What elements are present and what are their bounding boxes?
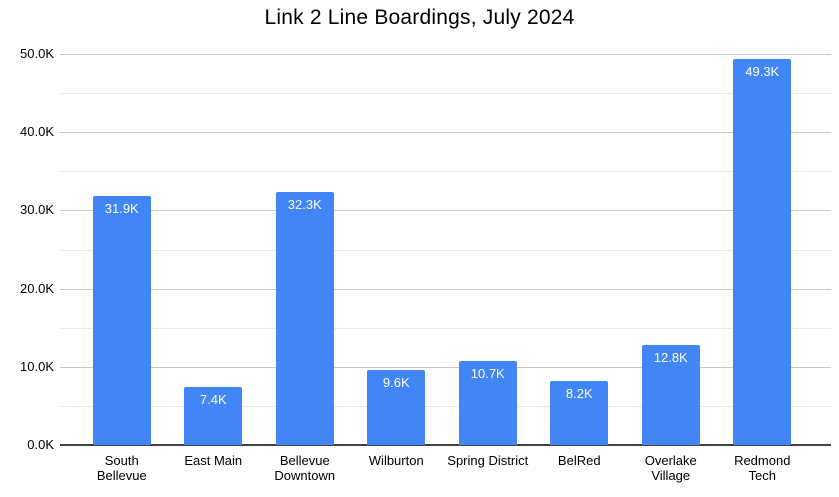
bar-value-label: 12.8K	[653, 349, 688, 365]
bar: 32.3K	[275, 192, 334, 445]
minor-gridline	[60, 249, 831, 251]
bar-value-label: 49.3K	[745, 64, 780, 80]
major-gridline	[60, 210, 831, 212]
x-tick-label: East Main	[184, 453, 243, 468]
x-tick-label: Spring District	[447, 453, 529, 468]
bar: 8.2K	[550, 380, 609, 445]
y-tick-label: 10.0K	[20, 358, 54, 374]
bar: 12.8K	[641, 344, 700, 445]
y-tick-label: 20.0K	[20, 280, 54, 296]
bar-value-label: 32.3K	[287, 197, 322, 213]
x-tick-label: Overlake Village	[644, 453, 697, 483]
x-tick-label: South Bellevue	[96, 453, 147, 483]
x-tick-label: Redmond Tech	[734, 453, 791, 483]
bar: 9.6K	[367, 369, 426, 445]
bar-value-label: 9.6K	[382, 374, 410, 390]
bar: 31.9K	[92, 195, 151, 445]
major-gridline	[60, 366, 831, 368]
chart-title: Link 2 Line Boardings, July 2024	[264, 6, 575, 29]
x-tick-label: BelRed	[557, 453, 601, 468]
bar: 7.4K	[184, 387, 243, 445]
y-tick-label: 50.0K	[20, 46, 54, 61]
bar: 10.7K	[458, 361, 517, 445]
bar-value-label: 7.4K	[199, 392, 227, 408]
minor-gridline	[60, 327, 831, 329]
major-gridline	[60, 132, 831, 134]
y-tick-label: 40.0K	[20, 124, 54, 140]
plot-area: 0.0K 10.0K 20.0K 30.0K 40.0K 50.0K 31.9K South …	[20, 46, 831, 483]
major-gridline	[60, 54, 831, 55]
major-gridline	[60, 288, 831, 290]
bar-value-label: 8.2K	[565, 385, 593, 401]
bar: 49.3K	[733, 59, 792, 445]
bar-value-label: 10.7K	[470, 366, 505, 382]
y-tick-label: 0.0K	[27, 437, 54, 452]
bar-value-label: 31.9K	[104, 200, 139, 216]
x-tick-label: Bellevue Downtown	[274, 453, 336, 483]
minor-gridline	[60, 405, 831, 407]
minor-gridline	[60, 93, 831, 95]
minor-gridline	[60, 171, 831, 173]
x-axis-line	[60, 444, 831, 446]
y-tick-label: 30.0K	[20, 202, 54, 218]
x-tick-label: Wilburton	[368, 453, 424, 468]
